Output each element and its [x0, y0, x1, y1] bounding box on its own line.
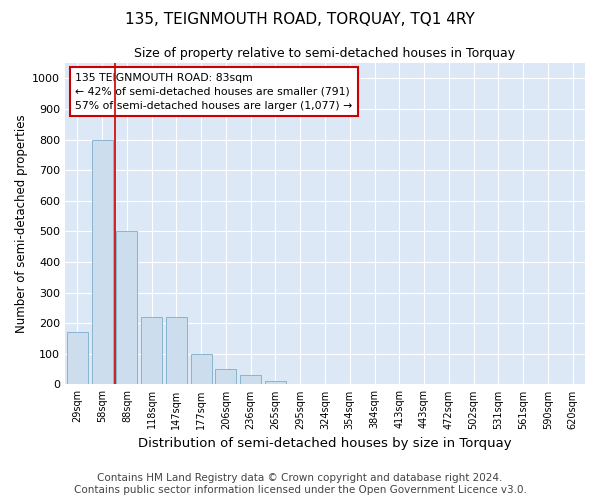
Bar — [166, 317, 187, 384]
Text: 135 TEIGNMOUTH ROAD: 83sqm
← 42% of semi-detached houses are smaller (791)
57% o: 135 TEIGNMOUTH ROAD: 83sqm ← 42% of semi… — [76, 72, 353, 110]
Title: Size of property relative to semi-detached houses in Torquay: Size of property relative to semi-detach… — [134, 48, 515, 60]
Text: Contains HM Land Registry data © Crown copyright and database right 2024.
Contai: Contains HM Land Registry data © Crown c… — [74, 474, 526, 495]
Bar — [265, 382, 286, 384]
Bar — [141, 317, 162, 384]
Bar — [215, 369, 236, 384]
Bar — [92, 140, 113, 384]
Bar — [240, 375, 261, 384]
Bar — [191, 354, 212, 384]
X-axis label: Distribution of semi-detached houses by size in Torquay: Distribution of semi-detached houses by … — [138, 437, 512, 450]
Bar — [67, 332, 88, 384]
Bar — [116, 232, 137, 384]
Y-axis label: Number of semi-detached properties: Number of semi-detached properties — [15, 114, 28, 333]
Text: 135, TEIGNMOUTH ROAD, TORQUAY, TQ1 4RY: 135, TEIGNMOUTH ROAD, TORQUAY, TQ1 4RY — [125, 12, 475, 28]
